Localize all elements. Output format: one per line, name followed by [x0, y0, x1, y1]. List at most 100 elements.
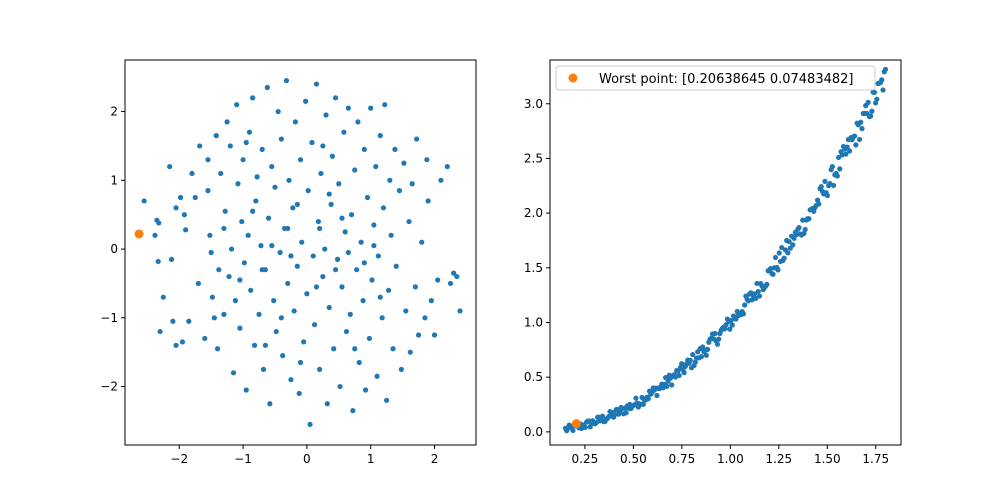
right-data-point [790, 242, 796, 248]
left-data-point [285, 225, 291, 232]
right-x-tick-label: 1.75 [862, 452, 889, 466]
left-data-point [192, 194, 198, 201]
left-data-point [278, 315, 284, 321]
right-data-point [822, 178, 828, 184]
left-data-point [305, 188, 311, 194]
left-data-point [205, 188, 211, 194]
left-data-point [294, 263, 300, 269]
right-x-tick-label: 1.00 [717, 452, 744, 466]
left-data-point [310, 253, 316, 259]
left-data-point [361, 260, 367, 266]
left-data-point [451, 270, 457, 276]
left-data-point [202, 335, 208, 342]
left-data-point [428, 298, 434, 304]
left-data-point [320, 273, 326, 280]
left-data-point [317, 225, 323, 232]
right-data-point [859, 126, 865, 132]
left-x-tick-label: 0 [303, 452, 311, 466]
right-plot-frame [549, 59, 902, 446]
right-data-point [681, 370, 687, 376]
left-data-point [317, 366, 323, 372]
left-data-point [333, 267, 339, 273]
right-y-tick-label: 3.0 [524, 97, 543, 111]
left-data-point [221, 311, 227, 317]
right-data-point [829, 164, 835, 170]
left-data-point [425, 198, 431, 204]
left-data-point [230, 370, 237, 376]
right-data-point [869, 108, 875, 114]
right-data-point [729, 322, 735, 328]
left-data-point [297, 157, 304, 163]
left-data-point [320, 143, 326, 149]
left-data-point [246, 129, 253, 135]
left-data-point [364, 194, 371, 201]
right-x-tick-label: 0.75 [669, 452, 696, 466]
left-x-tick-label: −2 [170, 452, 188, 466]
left-data-point [208, 249, 214, 256]
left-data-point [424, 157, 430, 163]
right-data-point [880, 87, 886, 93]
left-data-point [258, 243, 264, 249]
right-data-point [764, 281, 770, 287]
left-data-point [431, 332, 438, 338]
right-y-tick-label: 0.0 [524, 425, 543, 439]
left-x-axis: −2 −1 0 1 2 [170, 445, 438, 466]
left-data-point [232, 298, 239, 304]
left-data-point [374, 373, 380, 379]
left-data-point [409, 181, 415, 187]
left-data-point [262, 342, 268, 348]
left-data-point [280, 353, 286, 359]
left-data-point [304, 291, 310, 297]
right-x-axis: 0.25 0.50 0.75 1.00 1.25 1.50 1.75 [572, 445, 889, 466]
left-data-point [250, 95, 256, 101]
right-x-tick-label: 0.25 [572, 452, 599, 466]
left-data-point [260, 366, 267, 372]
right-data-point [633, 395, 639, 401]
right-data-point [623, 410, 629, 416]
left-data-point [250, 208, 256, 214]
left-data-point [226, 273, 232, 280]
left-data-point [371, 222, 377, 228]
left-data-point [323, 112, 329, 118]
right-data-point [796, 225, 802, 231]
left-data-point [444, 163, 450, 170]
left-data-point [384, 397, 390, 403]
left-data-point [324, 401, 330, 407]
left-data-point [301, 339, 307, 345]
right-data-point [801, 230, 807, 236]
left-data-point [412, 284, 418, 290]
right-data-point [844, 144, 850, 150]
left-data-point [336, 181, 342, 187]
right-y-tick-label: 2.0 [524, 206, 543, 220]
legend: Worst point: [0.20638645 0.07483482] [555, 65, 876, 91]
left-data-point [253, 198, 259, 204]
right-data-point [800, 217, 806, 223]
right-data-point [772, 254, 779, 261]
right-data-point [727, 326, 733, 332]
left-data-point [183, 227, 189, 233]
right-data-point [751, 291, 758, 297]
right-data-point [781, 255, 787, 261]
left-data-point [303, 98, 309, 104]
left-data-point [326, 191, 332, 197]
left-data-point [278, 136, 284, 142]
left-data-point [245, 232, 251, 238]
left-data-point [288, 377, 294, 383]
left-data-point [337, 383, 343, 390]
right-data-point [582, 424, 588, 430]
left-data-point [401, 160, 407, 166]
right-data-point [712, 330, 718, 337]
left-data-point [259, 146, 265, 152]
left-data-point [283, 78, 290, 84]
left-data-point [393, 263, 399, 269]
right-points-layer [562, 66, 889, 434]
left-data-point [271, 298, 277, 304]
left-x-tick-label: 1 [367, 452, 375, 466]
left-data-point [373, 163, 379, 170]
left-data-point [328, 201, 334, 207]
left-data-point [341, 129, 347, 135]
left-data-point [189, 170, 195, 177]
left-data-point [380, 205, 387, 211]
left-data-point [447, 280, 454, 287]
